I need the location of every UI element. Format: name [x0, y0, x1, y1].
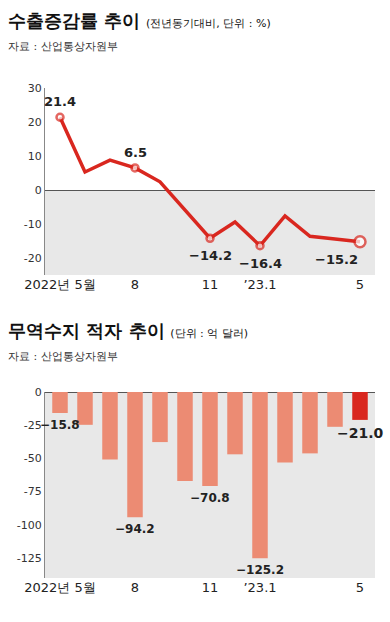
svg-text:수출증감률 추이 (전년동기대비, 단위 : %): 수출증감률 추이 (전년동기대비, 단위 : %): [8, 10, 271, 31]
svg-text:2022년 5월: 2022년 5월: [24, 277, 96, 292]
svg-text:-50: -50: [24, 452, 42, 465]
svg-text:8: 8: [131, 580, 139, 595]
svg-text:-10: -10: [24, 218, 42, 231]
svg-text:’23.1: ’23.1: [243, 580, 276, 595]
svg-text:30: 30: [28, 82, 42, 95]
svg-text:0: 0: [35, 184, 42, 197]
svg-text:자료 : 산업통상자원부: 자료 : 산업통상자원부: [8, 40, 118, 53]
svg-text:-25: -25: [24, 419, 42, 432]
svg-text:20: 20: [28, 116, 42, 129]
svg-text:’23.1: ’23.1: [243, 277, 276, 292]
svg-text:-75: -75: [24, 485, 42, 498]
svg-text:5: 5: [356, 580, 364, 595]
svg-text:−94.2: −94.2: [115, 522, 155, 536]
svg-text:8: 8: [131, 277, 139, 292]
svg-text:0: 0: [35, 386, 42, 399]
svg-text:무역수지 적자 추이 (단위 : 억 달러): 무역수지 적자 추이 (단위 : 억 달러): [8, 320, 248, 341]
svg-text:21.4: 21.4: [44, 94, 76, 109]
svg-text:−15.8: −15.8: [40, 418, 80, 432]
svg-text:자료 : 산업통상자원부: 자료 : 산업통상자원부: [8, 350, 118, 363]
svg-text:2022년 5월: 2022년 5월: [24, 580, 96, 595]
svg-text:11: 11: [202, 580, 219, 595]
svg-text:-20: -20: [24, 252, 42, 265]
svg-text:5: 5: [356, 277, 364, 292]
svg-text:10: 10: [28, 150, 42, 163]
svg-text:−15.2: −15.2: [315, 252, 358, 267]
svg-text:−70.8: −70.8: [190, 491, 230, 505]
svg-text:−16.4: −16.4: [239, 256, 282, 271]
svg-text:−14.2: −14.2: [189, 248, 232, 263]
svg-text:-100: -100: [17, 519, 42, 532]
svg-text:−125.2: −125.2: [236, 563, 284, 577]
svg-text:11: 11: [202, 277, 219, 292]
svg-text:−21.0: −21.0: [337, 425, 384, 441]
svg-text:-125: -125: [17, 552, 42, 565]
svg-text:6.5: 6.5: [124, 145, 147, 160]
